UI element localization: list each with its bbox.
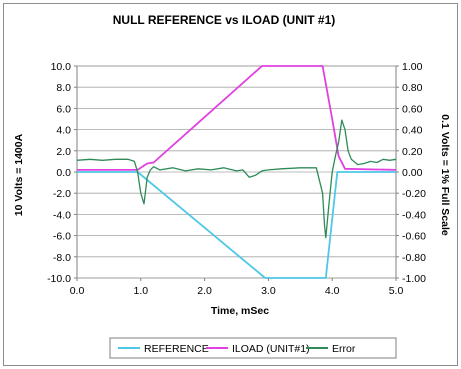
y-left-tick-label: 6.0: [56, 103, 71, 115]
x-tick-label: 4.0: [325, 285, 340, 297]
y-left-tick-label: -10.0: [47, 273, 71, 285]
y-right-tick-label: -1.00: [402, 273, 426, 285]
x-tick-label: 5.0: [389, 285, 404, 297]
x-tick-label: 3.0: [261, 285, 276, 297]
x-tick-label: 0.0: [70, 285, 85, 297]
chart-title: NULL REFERENCE vs ILOAD (UNIT #1): [113, 13, 335, 27]
y-axis-left-label: 10 Volts = 1400A: [13, 133, 25, 216]
series-line-iload-unit-1: [77, 65, 397, 171]
y-right-tick-label: 0.40: [402, 125, 423, 137]
y-right-tick-label: -0.80: [402, 252, 426, 264]
series-layer: [76, 65, 397, 279]
legend-entry: ILOAD (UNIT#1): [232, 343, 310, 355]
y-left-tick-label: 2.0: [56, 146, 71, 158]
y-left-tick-label: 8.0: [56, 82, 71, 94]
ticks: 10.0 8.0 6.0 4.0 2.0 0.0 -2.0 -4.0 -6.0 -8.0 -10.0…: [47, 61, 426, 297]
y-left-tick-label: -6.0: [53, 231, 71, 243]
series-line-error: [76, 119, 397, 239]
y-left-tick-label: 10.0: [51, 61, 72, 73]
y-left-tick-label: -2.0: [53, 188, 71, 200]
series-line-reference: [77, 171, 396, 279]
x-tick-label: 1.0: [133, 285, 148, 297]
y-left-tick-label: 0.0: [56, 167, 71, 179]
legend-box: [109, 337, 397, 359]
y-right-tick-label: -0.40: [402, 209, 426, 221]
chart-frame: NULL REFERENCE vs ILOAD (UNIT #1) 10.0 8.…: [3, 3, 458, 366]
y-right-tick-label: 0.80: [402, 82, 423, 94]
y-right-tick-label: 0.20: [402, 146, 423, 158]
y-left-tick-label: -8.0: [53, 252, 71, 264]
y-left-tick-label: -4.0: [53, 209, 71, 221]
y-right-tick-label: -0.20: [402, 188, 426, 200]
y-right-tick-label: 1.00: [402, 61, 423, 73]
legend: REFERENCE ILOAD (UNIT#1) Error: [109, 337, 397, 359]
x-axis-label: Time, mSec: [211, 305, 269, 317]
y-right-tick-label: -0.60: [402, 231, 426, 243]
y-right-tick-label: 0.60: [402, 103, 423, 115]
legend-entry: Error: [332, 343, 356, 355]
chart-svg: NULL REFERENCE vs ILOAD (UNIT #1) 10.0 8.…: [13, 13, 451, 359]
y-left-tick-label: 4.0: [56, 125, 71, 137]
x-tick-label: 2.0: [197, 285, 212, 297]
legend-entry: REFERENCE: [144, 343, 209, 355]
y-axis-right-label: 0.1 Volts = 1% Full Scale: [439, 114, 451, 236]
y-right-tick-label: 0.00: [402, 167, 423, 179]
